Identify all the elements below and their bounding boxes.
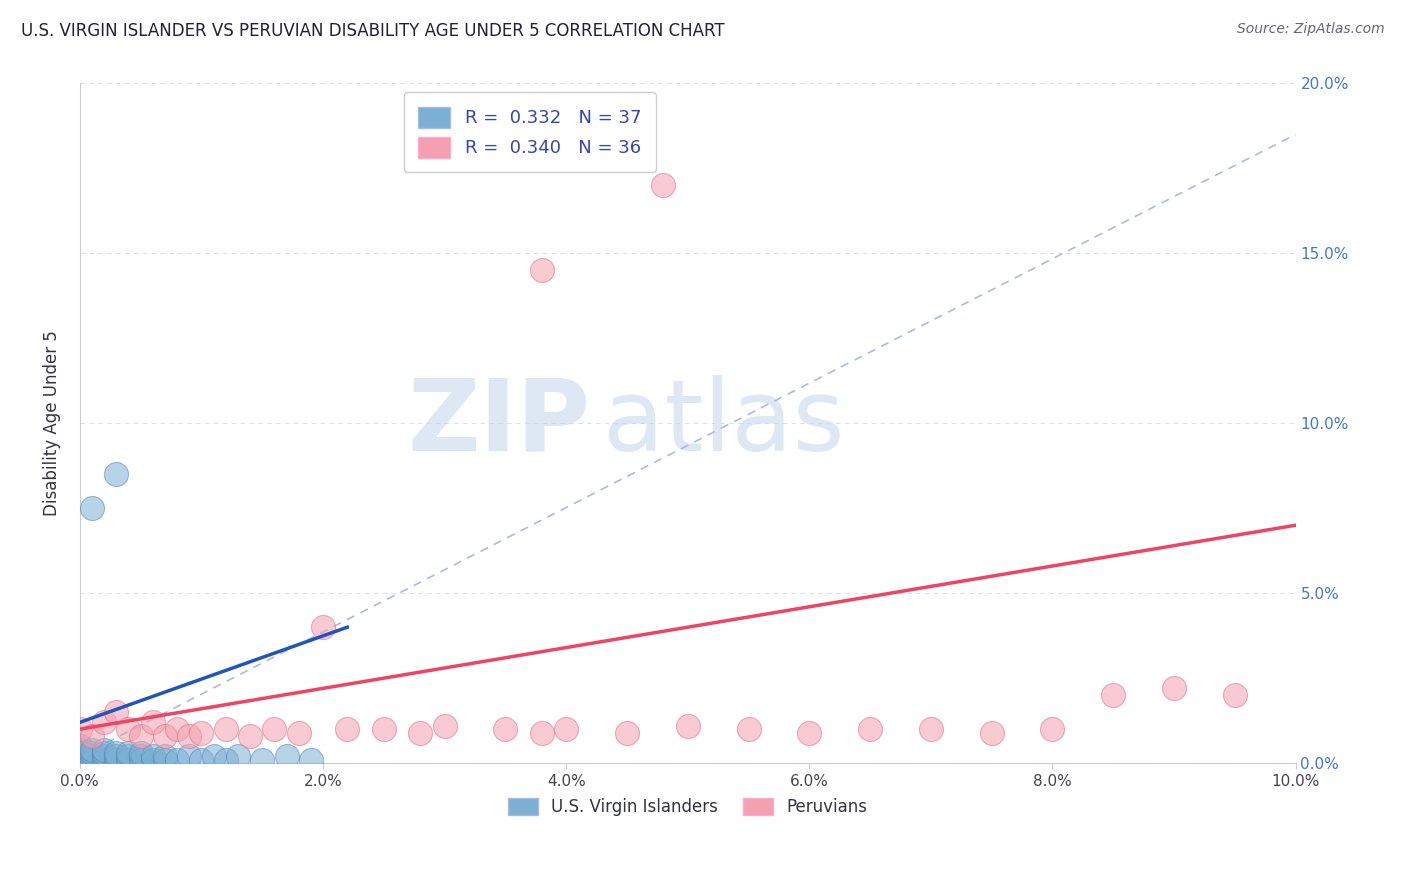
Point xyxy=(1163,681,1185,696)
Point xyxy=(69,753,91,767)
Point xyxy=(312,620,335,634)
Point xyxy=(69,722,91,736)
Point xyxy=(239,729,262,743)
Point xyxy=(129,753,152,767)
Point xyxy=(80,501,103,516)
Point xyxy=(93,715,115,730)
Point xyxy=(202,749,225,764)
Point xyxy=(117,722,139,736)
Point xyxy=(215,722,238,736)
Point xyxy=(93,749,115,764)
Point xyxy=(93,746,115,760)
Point xyxy=(616,725,638,739)
Point xyxy=(166,722,188,736)
Point xyxy=(142,715,165,730)
Point xyxy=(69,739,91,753)
Point xyxy=(799,725,821,739)
Point xyxy=(166,753,188,767)
Point xyxy=(80,742,103,756)
Point xyxy=(530,725,553,739)
Point xyxy=(287,725,309,739)
Point xyxy=(80,753,103,767)
Point xyxy=(190,753,212,767)
Point xyxy=(676,719,699,733)
Point xyxy=(80,746,103,760)
Point xyxy=(1102,688,1125,702)
Point xyxy=(179,729,201,743)
Point xyxy=(105,746,128,760)
Point xyxy=(105,705,128,719)
Point xyxy=(409,725,432,739)
Point xyxy=(433,719,456,733)
Point xyxy=(530,263,553,277)
Point xyxy=(80,729,103,743)
Point xyxy=(153,749,176,764)
Point xyxy=(105,753,128,767)
Point xyxy=(555,722,578,736)
Point xyxy=(93,753,115,767)
Point xyxy=(859,722,882,736)
Point xyxy=(215,753,238,767)
Point xyxy=(142,753,165,767)
Point xyxy=(179,749,201,764)
Point xyxy=(69,746,91,760)
Point xyxy=(153,729,176,743)
Text: atlas: atlas xyxy=(603,375,844,472)
Point xyxy=(1223,688,1246,702)
Point xyxy=(920,722,942,736)
Point xyxy=(252,753,274,767)
Point xyxy=(117,753,139,767)
Point xyxy=(129,746,152,760)
Point xyxy=(494,722,516,736)
Text: ZIP: ZIP xyxy=(408,375,591,472)
Point xyxy=(276,749,298,764)
Point xyxy=(263,722,285,736)
Point xyxy=(117,746,139,760)
Point xyxy=(105,749,128,764)
Y-axis label: Disability Age Under 5: Disability Age Under 5 xyxy=(44,330,60,516)
Point xyxy=(93,742,115,756)
Point xyxy=(69,749,91,764)
Point xyxy=(190,725,212,739)
Point xyxy=(142,749,165,764)
Point xyxy=(737,722,759,736)
Point xyxy=(1042,722,1064,736)
Text: U.S. VIRGIN ISLANDER VS PERUVIAN DISABILITY AGE UNDER 5 CORRELATION CHART: U.S. VIRGIN ISLANDER VS PERUVIAN DISABIL… xyxy=(21,22,724,40)
Point xyxy=(980,725,1002,739)
Point xyxy=(373,722,395,736)
Point xyxy=(226,749,249,764)
Point xyxy=(69,742,91,756)
Legend: U.S. Virgin Islanders, Peruvians: U.S. Virgin Islanders, Peruvians xyxy=(502,791,875,822)
Point xyxy=(129,749,152,764)
Point xyxy=(299,753,322,767)
Point xyxy=(80,749,103,764)
Point xyxy=(336,722,359,736)
Text: Source: ZipAtlas.com: Source: ZipAtlas.com xyxy=(1237,22,1385,37)
Point xyxy=(153,753,176,767)
Point xyxy=(129,729,152,743)
Point xyxy=(652,178,675,193)
Point xyxy=(117,749,139,764)
Point xyxy=(105,467,128,482)
